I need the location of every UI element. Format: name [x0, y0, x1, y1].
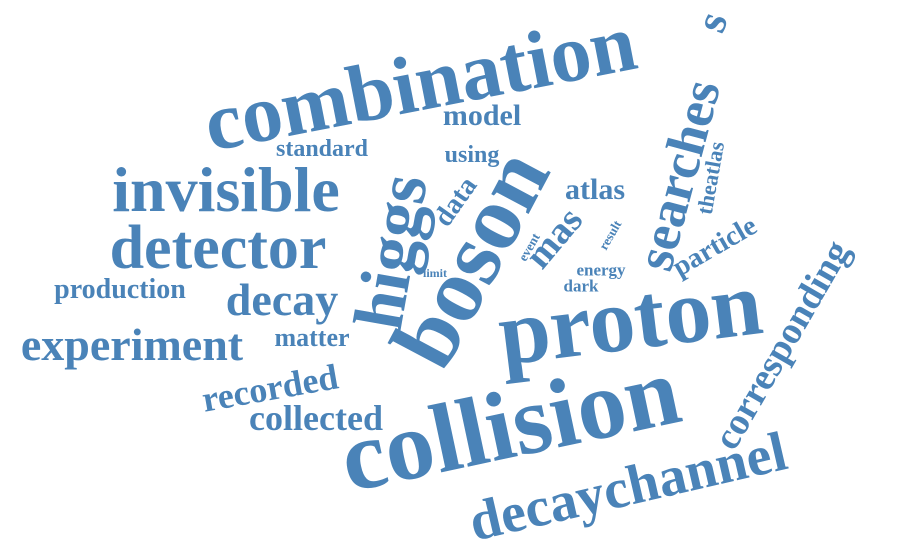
word-invisible: invisible [112, 154, 340, 225]
word-dark: dark [563, 276, 599, 296]
word-using: using [444, 142, 500, 168]
word-collected: collected [249, 398, 383, 438]
word-atlas: atlas [565, 173, 625, 206]
word-experiment: experiment [20, 319, 244, 370]
word-s-top: s [685, 5, 738, 39]
word-production: production [54, 274, 186, 305]
word-limit: limit [423, 266, 447, 280]
word-detector: detector [109, 214, 327, 282]
word-matter: matter [274, 323, 350, 352]
word-model: model [442, 99, 522, 132]
word-result: result [595, 217, 625, 253]
word-combination: combination [196, 0, 644, 169]
word-standard: standard [275, 136, 369, 162]
word-decay: decay [225, 274, 339, 325]
word-energy: energy [576, 260, 626, 280]
